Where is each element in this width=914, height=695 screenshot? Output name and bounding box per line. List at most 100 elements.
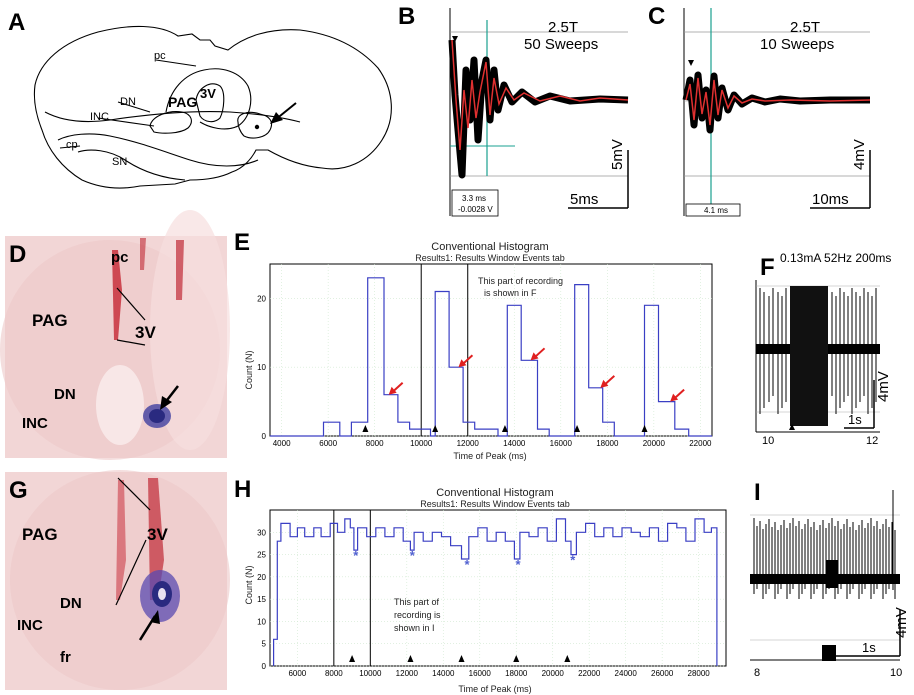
tscale-b: 5ms <box>570 191 598 208</box>
tscale-f: 1s <box>848 412 862 427</box>
vscale-i: 4mV <box>893 607 910 638</box>
vscale-f: 4mV <box>875 371 892 402</box>
xstart-i: 8 <box>754 667 760 679</box>
xstart-f: 10 <box>762 435 774 447</box>
hist-h-xlabel: Time of Peak (ms) <box>458 684 531 694</box>
x-tick-label: 14000 <box>432 669 455 678</box>
brain-outline <box>33 25 392 189</box>
asterisk-marker: * <box>516 557 522 572</box>
asterisk-marker: * <box>410 548 416 563</box>
x-tick-label: 26000 <box>651 669 674 678</box>
label-inc: INC <box>90 111 109 123</box>
x-tick-label: 22000 <box>689 439 712 448</box>
label-d-inc: INC <box>22 415 48 432</box>
x-tick-label: 12000 <box>396 669 419 678</box>
histology-g <box>5 470 230 690</box>
x-tick-label: 20000 <box>542 669 565 678</box>
label-d-dn: DN <box>54 386 76 403</box>
red-arrowhead <box>530 352 539 361</box>
sweeps-b: 50 Sweeps <box>524 36 598 53</box>
hist-h-chart: 6000 8000 10000 12000 14000 16000 18000 20000 22… <box>257 509 727 678</box>
hist-h-ylabel: Count (N) <box>244 565 254 604</box>
x-tick-label: 22000 <box>578 669 601 678</box>
histology-d <box>0 210 230 460</box>
x-tick-label: 28000 <box>688 669 711 678</box>
hist-e-ylabel: Count (N) <box>244 350 254 389</box>
y-tick-label: 20 <box>257 294 266 303</box>
x-tick-label: 18000 <box>596 439 619 448</box>
label-g-3v: 3V <box>147 525 168 544</box>
hist-e-chart: 4000 6000 8000 10000 12000 14000 16000 18000 200… <box>257 263 713 448</box>
panel-label-d: D <box>9 241 26 268</box>
triangle-marker <box>501 425 508 432</box>
triangle-marker <box>458 655 465 662</box>
x-tick-label: 18000 <box>505 669 528 678</box>
triangle-marker <box>513 655 520 662</box>
y-tick-label: 30 <box>257 528 266 537</box>
red-arrowhead <box>600 379 609 388</box>
y-tick-label: 0 <box>262 432 267 441</box>
triangle-marker <box>641 425 648 432</box>
stim-b: 2.5T <box>548 19 578 36</box>
histogram-series <box>273 518 718 666</box>
sweeps-c: 10 Sweeps <box>760 36 834 53</box>
trace-c <box>682 8 871 217</box>
red-arrowhead <box>388 386 397 395</box>
panel-label-b: B <box>398 3 415 30</box>
latency-b: 3.3 ms <box>462 194 486 203</box>
latency-c: 4.1 ms <box>704 206 728 215</box>
triangle-marker <box>349 655 356 662</box>
tscale-i: 1s <box>862 640 876 655</box>
hist-h-note-1: This part of <box>394 597 440 607</box>
y-tick-label: 10 <box>257 617 266 626</box>
hist-e-note-1: This part of recording <box>478 276 563 286</box>
tscale-c: 10ms <box>812 191 849 208</box>
label-cp: cp <box>66 139 78 151</box>
xend-f: 12 <box>866 435 878 447</box>
panel-label-h: H <box>234 476 251 503</box>
label-d-3v: 3V <box>135 323 156 342</box>
x-tick-label: 8000 <box>366 439 384 448</box>
x-tick-label: 4000 <box>273 439 291 448</box>
hist-e-subtitle: Results1: Results Window Events tab <box>415 253 565 263</box>
stim-c: 2.5T <box>790 19 820 36</box>
x-tick-label: 6000 <box>288 669 306 678</box>
label-g-inc: INC <box>17 617 43 634</box>
y-tick-label: 25 <box>257 551 266 560</box>
plot-frame <box>269 509 727 667</box>
asterisk-marker: * <box>353 548 359 563</box>
recording-site-dot <box>254 124 260 130</box>
xend-i: 10 <box>890 667 902 679</box>
hist-h-title: Conventional Histogram <box>436 487 553 499</box>
x-tick-label: 6000 <box>319 439 337 448</box>
triangle-marker <box>432 425 439 432</box>
label-pc: pc <box>154 50 166 62</box>
vscale-b: 5mV <box>609 139 626 170</box>
label-pag: PAG <box>168 94 197 110</box>
voltage-b: -0.0028 V <box>458 205 493 214</box>
hist-e-title: Conventional Histogram <box>431 241 548 253</box>
dn-inc-shape <box>149 111 192 134</box>
x-tick-label: 16000 <box>550 439 573 448</box>
hist-e-note-2: is shown in F <box>484 288 537 298</box>
x-tick-label: 10000 <box>410 439 433 448</box>
target-site <box>237 111 273 139</box>
triangle-marker <box>362 425 369 432</box>
hist-h-subtitle: Results1: Results Window Events tab <box>420 499 570 509</box>
hist-h-note-2: recording is <box>394 610 441 620</box>
plot-frame <box>269 263 713 437</box>
panel-label-c: C <box>648 3 665 30</box>
vscale-c: 4mV <box>851 139 868 170</box>
y-tick-label: 0 <box>262 662 267 671</box>
hist-e-xlabel: Time of Peak (ms) <box>453 451 526 461</box>
panel-label-i: I <box>754 479 761 506</box>
label-g-pag: PAG <box>22 525 58 544</box>
y-tick-label: 20 <box>257 573 266 582</box>
panel-label-a: A <box>8 9 25 36</box>
label-g-fr: fr <box>60 649 71 666</box>
spike-train-f <box>755 280 880 433</box>
red-arrowhead <box>670 393 679 402</box>
params-f: 0.13mA 52Hz 200ms <box>780 251 891 265</box>
y-tick-label: 15 <box>257 595 266 604</box>
panel-label-e: E <box>234 229 250 256</box>
